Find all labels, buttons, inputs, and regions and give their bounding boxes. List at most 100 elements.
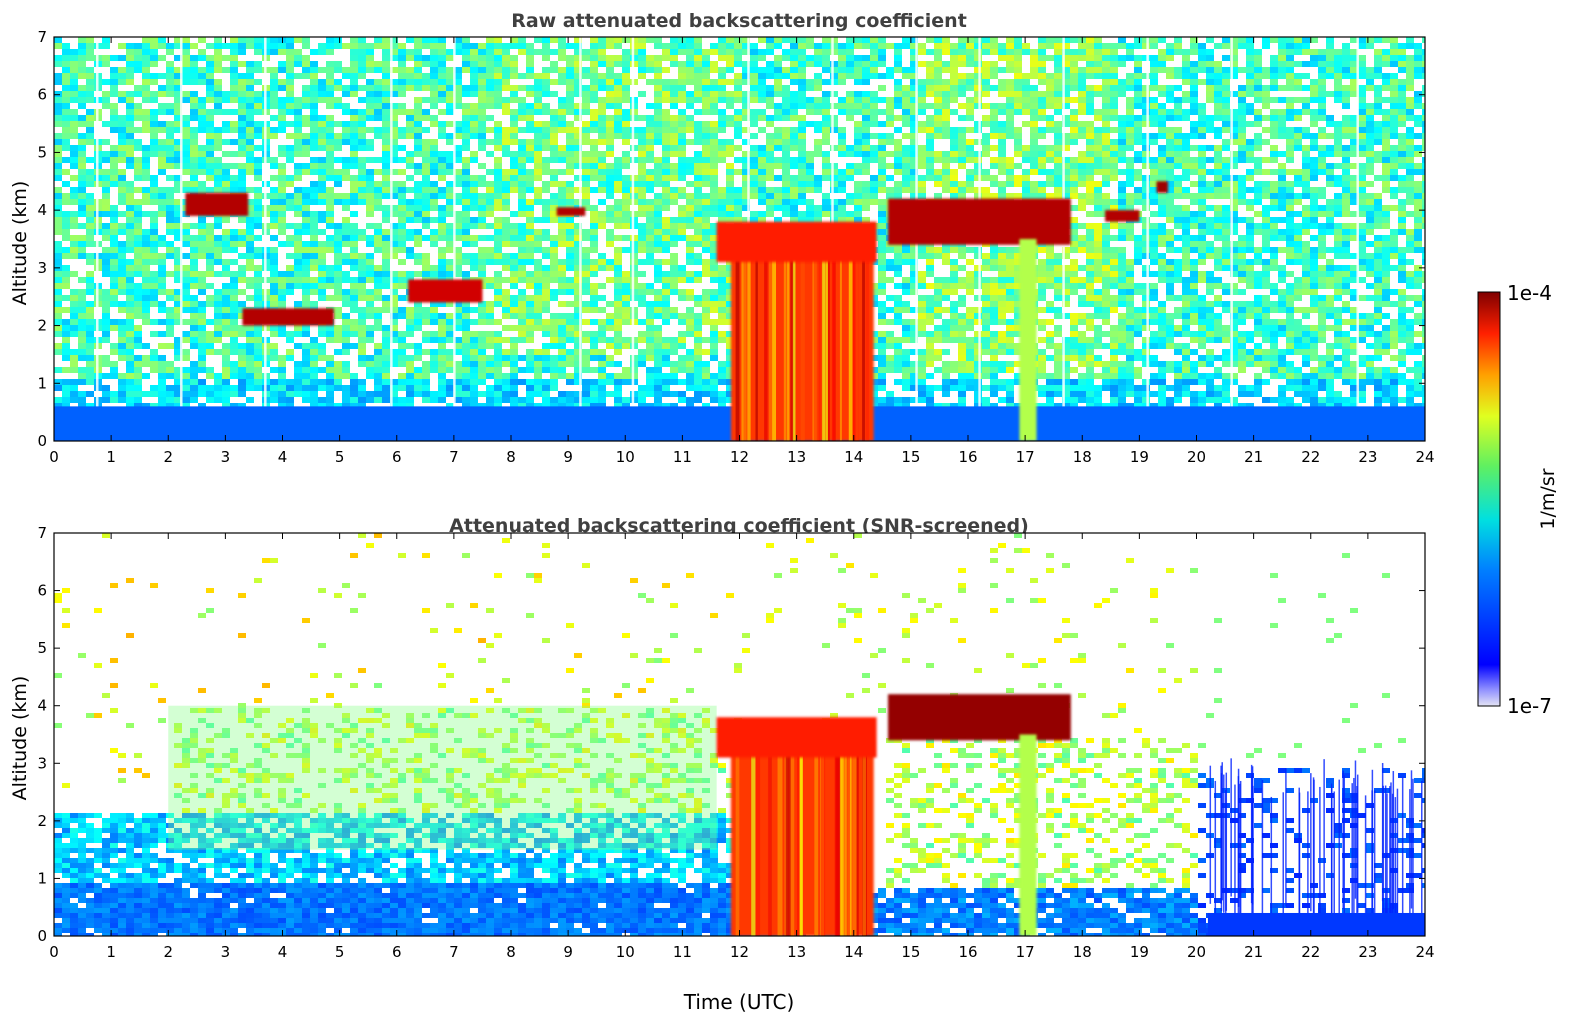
heatmap-cell <box>966 139 974 145</box>
heatmap-cell <box>558 199 566 205</box>
heatmap-cell <box>366 223 374 229</box>
heatmap-cell <box>862 193 870 199</box>
heatmap-cell <box>1110 253 1118 259</box>
heatmap-cell <box>518 175 526 181</box>
heatmap-cell <box>646 181 654 187</box>
heatmap-cell <box>1198 211 1206 217</box>
heatmap-cell <box>710 187 718 193</box>
heatmap-cell <box>1366 151 1374 157</box>
heatmap-cell <box>1406 169 1414 175</box>
heatmap-cell <box>1246 139 1254 145</box>
heatmap-cell <box>1094 37 1102 43</box>
heatmap-cell <box>622 85 630 91</box>
heatmap-cell <box>350 193 358 199</box>
heatmap-cell <box>510 175 518 181</box>
heatmap-cell <box>1302 49 1310 55</box>
heatmap-cell <box>1102 181 1110 187</box>
heatmap-cell <box>134 229 142 235</box>
heatmap-cell <box>110 175 118 181</box>
heatmap-cell <box>686 139 694 145</box>
heatmap-cell <box>878 181 886 187</box>
heatmap-cell <box>694 139 702 145</box>
heatmap-cell <box>1198 253 1206 259</box>
heatmap-cell <box>718 211 726 217</box>
heatmap-cell <box>1230 121 1238 127</box>
heatmap-cell <box>1198 163 1206 169</box>
heatmap-cell <box>414 139 422 145</box>
heatmap-cell <box>470 193 478 199</box>
heatmap-cell <box>1302 37 1310 43</box>
heatmap-cell <box>1406 85 1414 91</box>
heatmap-cell <box>958 145 966 151</box>
heatmap-cell <box>1334 145 1342 151</box>
heatmap-cell <box>1094 109 1102 115</box>
heatmap-cell <box>1310 211 1318 217</box>
heatmap-cell <box>854 55 862 61</box>
heatmap-cell <box>526 91 534 97</box>
heatmap-cell <box>838 97 846 103</box>
heatmap-cell <box>214 223 222 229</box>
heatmap-cell <box>158 241 166 247</box>
heatmap-cell <box>70 73 78 79</box>
heatmap-cell <box>1094 235 1102 241</box>
heatmap-cell <box>1166 109 1174 115</box>
heatmap-cell <box>1038 67 1046 73</box>
heatmap-cell <box>1118 253 1126 259</box>
heatmap-cell <box>62 133 70 139</box>
heatmap-cell <box>1182 247 1190 253</box>
heatmap-cell <box>1214 247 1222 253</box>
heatmap-cell <box>334 199 342 205</box>
heatmap-cell <box>1102 121 1110 127</box>
heatmap-cell <box>1342 43 1350 49</box>
heatmap-cell <box>886 151 894 157</box>
heatmap-cell <box>166 175 174 181</box>
heatmap-cell <box>454 169 462 175</box>
heatmap-cell <box>1278 151 1286 157</box>
heatmap-cell <box>622 235 630 241</box>
heatmap-cell <box>1134 91 1142 97</box>
heatmap-cell <box>150 37 158 43</box>
heatmap-cell <box>526 127 534 133</box>
heatmap-cell <box>734 79 742 85</box>
heatmap-cell <box>590 85 598 91</box>
heatmap-cell <box>454 175 462 181</box>
heatmap-cell <box>1422 73 1425 79</box>
heatmap-cell <box>86 229 94 235</box>
heatmap-cell <box>342 169 350 175</box>
heatmap-cell <box>1262 103 1270 109</box>
heatmap-cell <box>1214 85 1222 91</box>
heatmap-cell <box>886 73 894 79</box>
heatmap-cell <box>982 133 990 139</box>
heatmap-cell <box>694 85 702 91</box>
heatmap-cell <box>1278 55 1286 61</box>
heatmap-cell <box>1190 241 1198 247</box>
heatmap-cell <box>998 127 1006 133</box>
heatmap-cell <box>574 109 582 115</box>
heatmap-cell <box>310 145 318 151</box>
heatmap-cell <box>1214 43 1222 49</box>
heatmap-cell <box>118 241 126 247</box>
heatmap-cell <box>150 91 158 97</box>
heatmap-cell <box>1206 73 1214 79</box>
heatmap-cell <box>1078 157 1086 163</box>
heatmap-cell <box>910 55 918 61</box>
heatmap-cell <box>1350 235 1358 241</box>
heatmap-cell <box>1302 253 1310 259</box>
heatmap-cell <box>1254 67 1262 73</box>
heatmap-cell <box>230 235 238 241</box>
heatmap-cell <box>1246 223 1254 229</box>
heatmap-cell <box>1366 67 1374 73</box>
heatmap-cell <box>222 97 230 103</box>
heatmap-cell <box>774 175 782 181</box>
heatmap-cell <box>350 211 358 217</box>
heatmap-cell <box>318 127 326 133</box>
heatmap-cell <box>1246 49 1254 55</box>
heatmap-cell <box>214 109 222 115</box>
heatmap-cell <box>1342 247 1350 253</box>
heatmap-cell <box>166 91 174 97</box>
heatmap-cell <box>854 43 862 49</box>
heatmap-cell <box>1182 73 1190 79</box>
heatmap-cell <box>118 145 126 151</box>
heatmap-cell <box>310 97 318 103</box>
heatmap-cell <box>1102 241 1110 247</box>
